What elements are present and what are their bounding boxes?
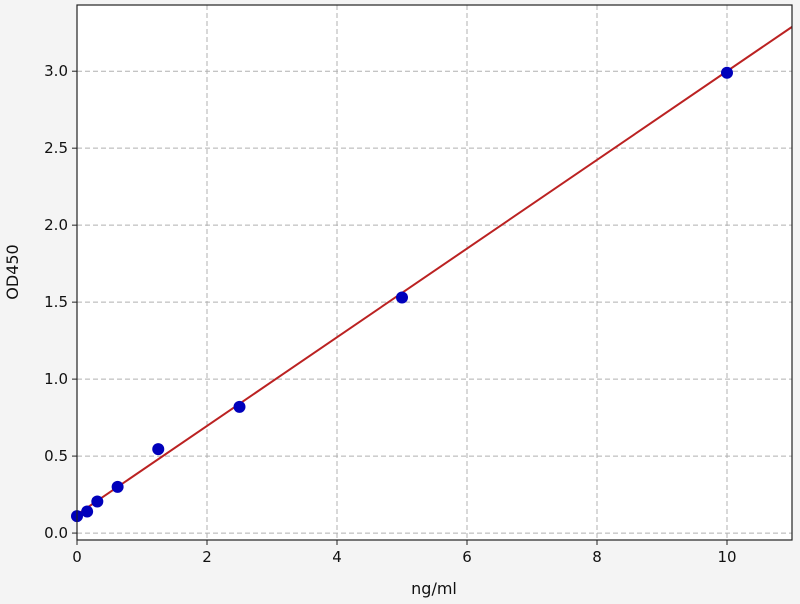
points-group [71,66,733,523]
x-tick-label: 4 [332,548,342,566]
y-tick-label: 2.0 [44,216,68,234]
data-point [233,400,246,413]
y-tick-label: 1.0 [44,370,68,388]
x-tick-label: 6 [462,548,472,566]
data-point [91,495,104,508]
y-tick-label: 0.5 [44,447,68,465]
axes-frame [76,4,793,541]
x-tick-label: 2 [202,548,212,566]
y-tick-label: 3.0 [44,62,68,80]
x-tick-label: 0 [72,548,82,566]
data-point [152,443,165,456]
data-point [81,505,94,518]
y-axis-label: OD450 [3,244,22,299]
fit-line-group [76,26,793,516]
x-tick-label: 8 [592,548,602,566]
plot-area [77,5,792,540]
x-tick-label: 10 [717,548,736,566]
data-point [111,480,124,493]
y-tick-label: 1.5 [44,293,68,311]
data-point [721,66,733,79]
y-tick-label: 0.0 [44,524,68,542]
fit-line [76,26,793,516]
ticks: 0 2 4 6 8 10 0.0 0.5 1.0 1.5 2.0 2.5 3.0 [44,62,736,566]
data-point [396,291,408,304]
grid [76,5,792,540]
y-tick-label: 2.5 [44,139,68,157]
x-axis-label: ng/ml [411,579,457,598]
